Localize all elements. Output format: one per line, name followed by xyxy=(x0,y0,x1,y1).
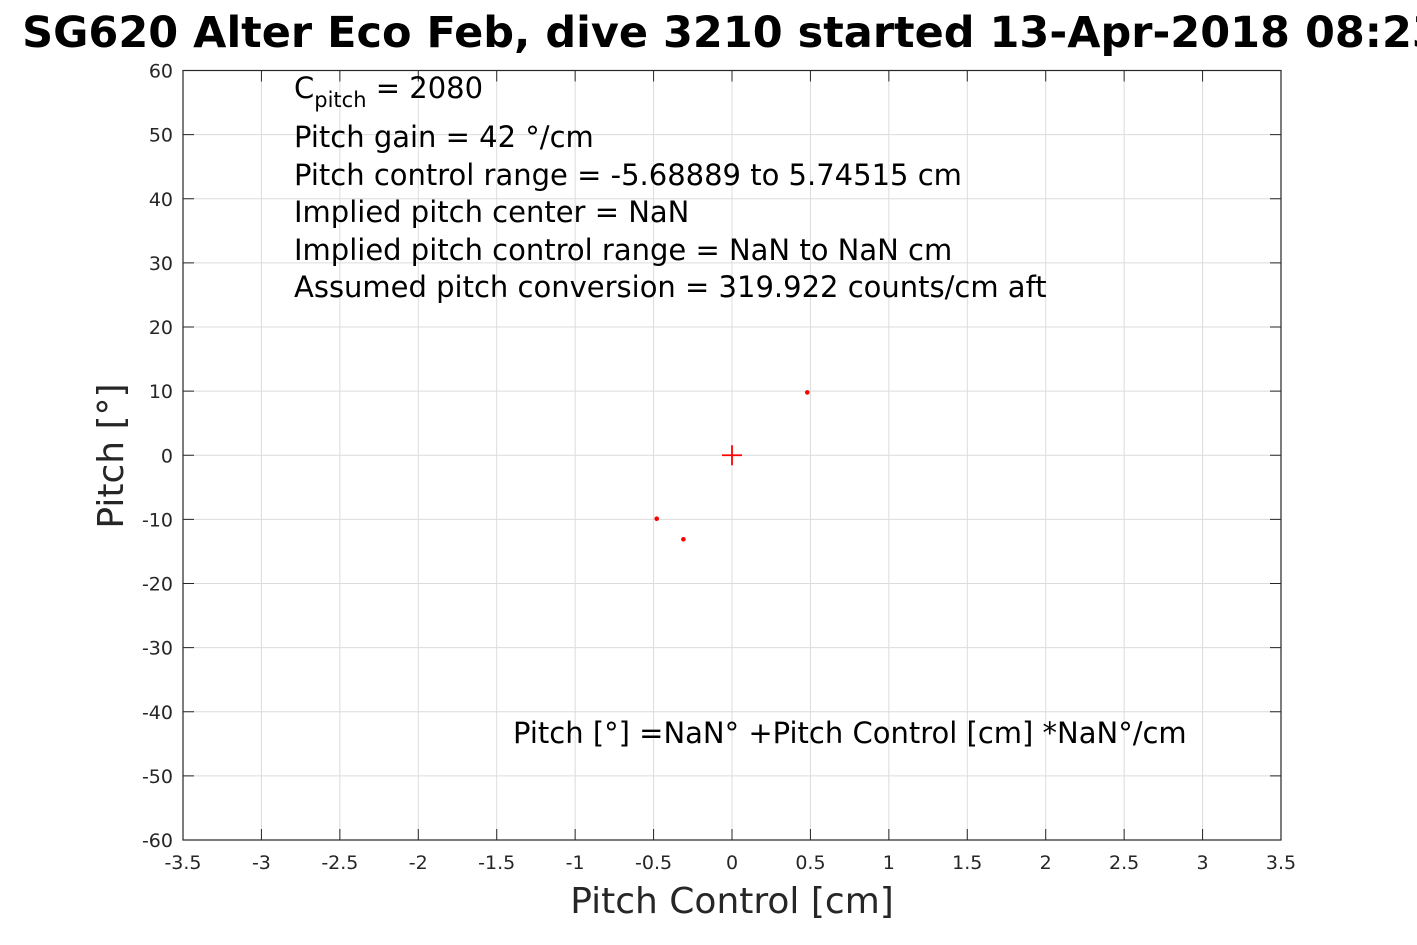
x-tick-label: 2.5 xyxy=(1109,852,1139,874)
y-tick-labels: -60 -50 -40 -30 -20 -10 0 10 20 30 40 50 60 xyxy=(142,61,173,853)
y-tick-label: -20 xyxy=(142,574,173,596)
c-pitch-symbol: C xyxy=(294,71,314,105)
data-point xyxy=(804,390,810,395)
c-pitch-subscript: pitch xyxy=(314,88,366,112)
x-tick-label: -2 xyxy=(409,852,428,874)
x-tick-label: 1 xyxy=(883,852,895,874)
chart-title: SG620 Alter Eco Feb, dive 3210 started 1… xyxy=(22,8,1417,58)
center-plus-marker xyxy=(722,445,742,466)
annotation-pitch-control-range: Pitch control range = -5.68889 to 5.7451… xyxy=(294,158,962,192)
y-tick-label: 40 xyxy=(149,189,173,211)
y-tick-label: -50 xyxy=(142,766,173,788)
y-axis-label: Pitch [°] xyxy=(91,383,132,528)
fit-equation: Pitch [°] =NaN° +Pitch Control [cm] *NaN… xyxy=(513,716,1187,750)
annotation-assumed-pitch-conversion: Assumed pitch conversion = 319.922 count… xyxy=(294,270,1047,304)
x-tick-label: -0.5 xyxy=(635,852,672,874)
annotation-implied-pitch-center: Implied pitch center = NaN xyxy=(294,195,689,229)
c-pitch-value: = 2080 xyxy=(367,71,484,105)
grid xyxy=(182,70,1282,841)
x-tick-label: 2 xyxy=(1040,852,1052,874)
data-point xyxy=(681,536,686,542)
y-tick-label: -40 xyxy=(142,702,173,724)
annotation-implied-pitch-control-range: Implied pitch control range = NaN to NaN… xyxy=(294,233,952,267)
x-tick-label: 1.5 xyxy=(952,852,982,874)
x-tick-label: 3.5 xyxy=(1266,852,1296,874)
x-tick-label: 0 xyxy=(726,852,738,874)
data-points xyxy=(654,390,810,542)
x-tick-label: 0.5 xyxy=(795,852,825,874)
c-pitch-annotation: Cpitch = 2080 xyxy=(294,71,483,112)
x-tick-labels: -3.5 -3 -2.5 -2 -1.5 -1 -0.5 0 0.5 1 1.5 2 2.5 3 3.5 xyxy=(164,852,1296,874)
y-tick-label: 50 xyxy=(149,125,173,147)
data-point xyxy=(654,516,660,522)
y-tick-label: 20 xyxy=(149,317,173,339)
x-tick-label: -2.5 xyxy=(321,852,358,874)
y-tick-label: 0 xyxy=(161,445,173,467)
x-tick-label: -1 xyxy=(566,852,585,874)
annotation-pitch-gain: Pitch gain = 42 °/cm xyxy=(294,120,594,154)
y-tick-label: -10 xyxy=(142,509,173,531)
y-tick-label: -30 xyxy=(142,638,173,660)
y-tick-label: 30 xyxy=(149,253,173,275)
x-axis-label: Pitch Control [cm] xyxy=(570,881,894,922)
plot-area xyxy=(182,69,1282,841)
y-tick-label: -60 xyxy=(142,830,173,852)
y-tick-label: 10 xyxy=(149,381,173,403)
x-tick-label: -3.5 xyxy=(164,852,201,874)
x-tick-label: 3 xyxy=(1197,852,1209,874)
y-tick-label: 60 xyxy=(149,61,173,83)
x-tick-label: -1.5 xyxy=(478,852,515,874)
x-tick-label: -3 xyxy=(252,852,271,874)
